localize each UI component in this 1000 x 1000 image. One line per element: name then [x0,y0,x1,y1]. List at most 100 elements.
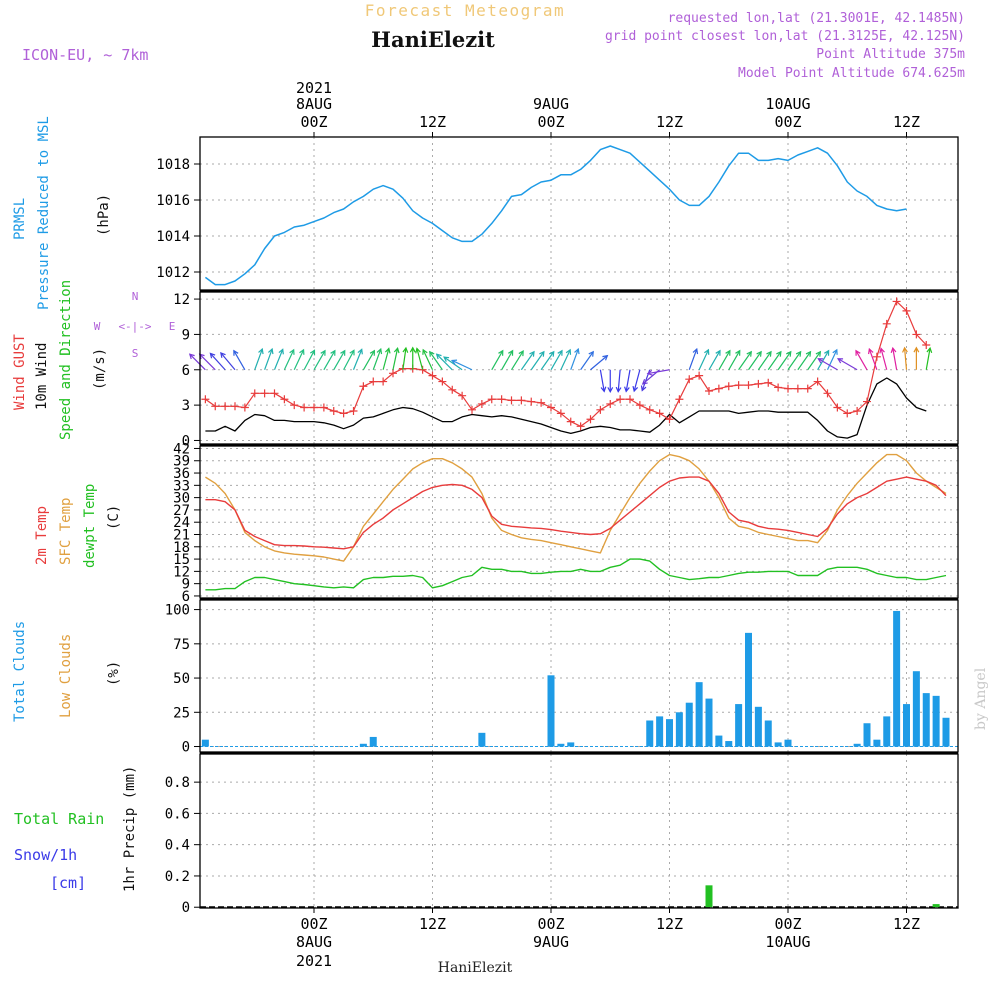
x-tick-label-top: 12Z [656,113,683,131]
wind-arrow [520,350,535,371]
y-tick-label: 50 [173,671,190,687]
wind-arrow-head [233,349,239,356]
temp-sfc-label: SFC Temp [58,498,74,565]
wind-arrow [233,349,246,371]
gust-marker [211,402,220,411]
cloud-bar [369,736,377,747]
gust-marker [566,417,575,426]
x-tick-label-top: 10AUG [765,95,810,113]
wind-arrow [807,350,822,371]
wind-arrow [323,349,336,371]
grid-layer [200,137,958,908]
gust-marker [349,407,358,416]
wind-arrow-head [902,346,908,353]
gust-marker [231,402,239,411]
wind-arrow-shaft [220,352,236,371]
gust-marker [744,381,753,390]
wind-arrow-head [836,358,844,364]
y-tick-label: 27 [173,503,190,519]
axis-layer: 1012101410161018036912691215182124273033… [156,79,959,970]
rain-label: Total Rain [14,810,104,828]
wind-arrow-shaft [372,348,382,370]
point-altitude: Point Altitude 375m [816,47,965,62]
precip-unit: 1hr Precip (mm) [122,766,138,892]
wind-arrow-head [746,350,752,357]
wind-arrow [333,349,346,371]
cloud-bar [903,704,910,747]
y-tick-label: 1018 [156,157,190,173]
wind-arrow-head [435,353,442,360]
cloud-bar [942,717,950,747]
bottom-location: HaniElezit [438,960,513,976]
wind-arrow-head [393,347,400,354]
wind-arrow-head [574,347,580,355]
wind-arrow [698,348,710,371]
wind-arrow-head [443,356,450,362]
y-tick-label: 6 [182,589,190,605]
wind-arrow-head [357,348,363,355]
wind-arrow-head [735,349,741,356]
wind-arrow [787,350,802,371]
wind-arrow-shaft [352,349,363,370]
wind-arrow-shaft [550,350,563,371]
cloud-bar [201,739,209,747]
wind-arrow [293,348,305,371]
wind-arrow [501,349,514,371]
cloud-bar [754,706,762,747]
y-tick-label: 0.6 [165,806,190,822]
wind-arrow-head [508,349,514,356]
wind-arrow-shaft [688,348,698,370]
y-tick-label: 9 [182,577,190,593]
gust-marker [645,405,654,414]
y-tick-label: 25 [173,705,190,721]
wind-arrow-shaft [868,348,878,370]
model-label: ICON-EU, ~ 7km [22,46,148,64]
snow-label: Snow/1h [14,846,77,864]
wind-arrow [890,346,898,370]
wind-arrow-head [330,349,336,356]
wind-arrow-head [815,350,822,357]
wind-arrow [590,354,609,371]
wind-arrow-shaft [797,351,811,371]
grid-coords: grid point closest lon,lat (21.3125E, 42… [605,29,965,44]
gust-marker [754,379,763,388]
y-tick-label: 18 [173,540,190,556]
wind-arrow [826,348,838,371]
gust-marker [379,377,388,386]
wind-arrow-head [557,349,563,356]
wind-arrow [868,347,878,370]
wind-arrow-head [258,347,264,355]
gust-marker [547,403,555,412]
y-tick-label: 1012 [156,265,190,281]
wind-arrow [925,346,933,370]
y-tick-label: 30 [173,491,190,507]
wind-arrow-head [384,347,391,354]
wind-arrow-shaft [777,351,792,371]
wind10-line [205,377,927,439]
gust-marker [655,409,664,418]
cloud-bar [725,741,733,747]
wind-arrow-shaft [382,348,390,370]
y-tick-label: 0.8 [165,775,190,791]
y-tick-label: 15 [173,552,190,568]
wind-arrow-shaft [787,351,802,371]
wind-arrow-shaft [757,351,772,371]
wind-arrow-head [349,349,355,356]
gust-marker [853,407,862,416]
cloud-bar [547,675,555,747]
wind-arrow-head [715,349,721,356]
wind-arrow-shaft [698,349,709,371]
wind-arrow-head [725,349,731,356]
gust-marker [872,352,881,361]
wind-arrow-head [692,347,699,355]
wind-arrow-head [600,386,607,393]
gust-marker [902,306,911,315]
gust-marker [764,378,773,387]
wind-arrow-head [278,348,284,355]
cloud-bar [646,720,654,747]
wind-arrow [748,350,762,371]
wind-arrow-shaft [728,350,741,371]
clouds-unit: (%) [106,661,122,686]
wind-arrow [450,359,473,371]
temp-2m-label: 2m Temp [34,506,50,565]
